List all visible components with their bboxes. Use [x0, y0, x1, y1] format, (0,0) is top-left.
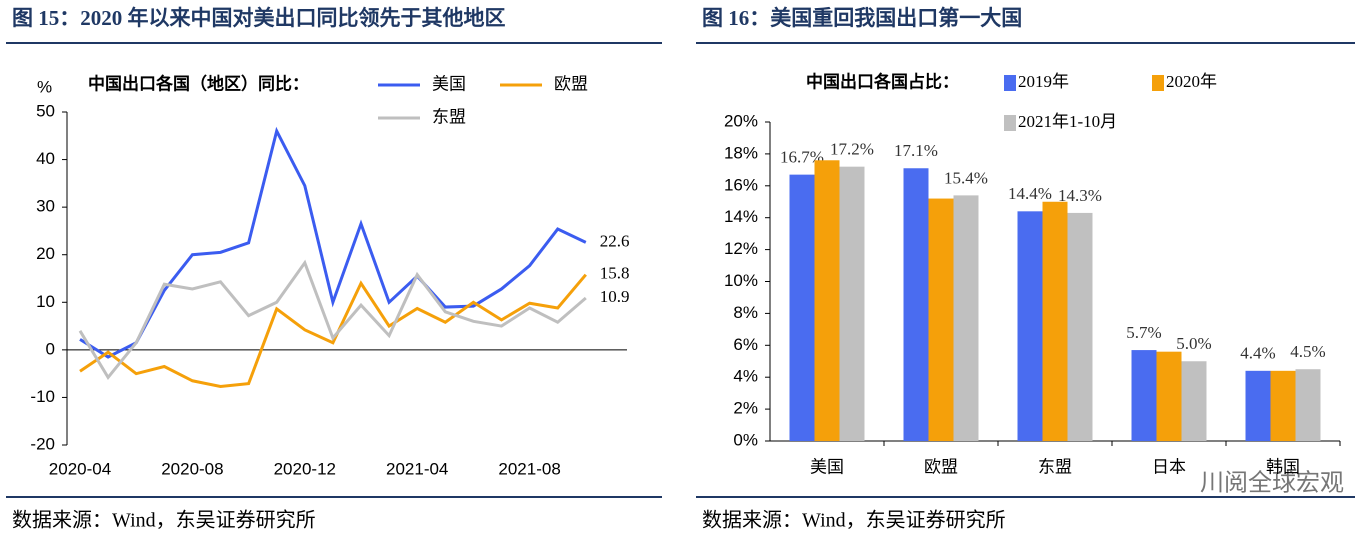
- y-tick-label: 40: [36, 149, 55, 168]
- y-tick-label: 2%: [733, 399, 758, 418]
- legend-label: 欧盟: [554, 74, 588, 93]
- bar: [1270, 370, 1296, 441]
- value-label: 4.5%: [1290, 342, 1325, 361]
- legend-swatch: [1004, 115, 1016, 131]
- legend-label: 2020年: [1166, 72, 1217, 91]
- y-tick-label: 20: [36, 244, 55, 263]
- bar: [814, 160, 840, 441]
- value-label: 17.1%: [894, 141, 938, 160]
- bar: [789, 174, 815, 441]
- end-label: 10.9: [600, 287, 630, 306]
- y-tick-label: 8%: [733, 303, 758, 322]
- end-label: 22.6: [600, 231, 630, 250]
- legend-label: 美国: [432, 74, 466, 93]
- x-tick-label: 2020-04: [49, 459, 111, 478]
- legend-swatch: [1152, 75, 1164, 91]
- bar: [1156, 351, 1182, 441]
- x-tick-label: 韩国: [1266, 457, 1300, 476]
- bar: [903, 168, 929, 441]
- x-tick-label: 东盟: [1038, 457, 1072, 476]
- bar: [1131, 350, 1157, 441]
- bar: [1295, 369, 1321, 441]
- bar: [1042, 201, 1068, 441]
- y-tick-label: 0: [46, 339, 55, 358]
- y-axis-label: %: [37, 77, 52, 96]
- value-label: 16.7%: [780, 148, 824, 167]
- x-tick-label: 2021-04: [386, 459, 448, 478]
- y-tick-label: 30: [36, 197, 55, 216]
- bar: [953, 195, 979, 441]
- bar: [1017, 211, 1043, 441]
- chart-title: 图 16：美国重回我国出口第一大国: [702, 6, 1022, 30]
- y-tick-label: -20: [30, 434, 55, 453]
- legend-label: 2021年1-10月: [1018, 112, 1117, 131]
- legend-title: 中国出口各国占比：: [806, 71, 959, 91]
- x-tick-label: 2021-08: [498, 459, 560, 478]
- y-tick-label: 12%: [724, 239, 758, 258]
- watermark: 川阅全球宏观: [1200, 469, 1344, 496]
- source: 数据来源：Wind，东吴证券研究所: [702, 509, 1006, 532]
- source: 数据来源：Wind，东吴证券研究所: [12, 509, 316, 532]
- x-tick-label: 2020-08: [161, 459, 223, 478]
- x-tick-label: 欧盟: [924, 457, 958, 476]
- y-tick-label: 10: [36, 292, 55, 311]
- value-label: 5.0%: [1176, 334, 1211, 353]
- value-label: 5.7%: [1126, 323, 1161, 342]
- value-label: 14.3%: [1058, 186, 1102, 205]
- y-tick-label: 4%: [733, 367, 758, 386]
- x-tick-label: 日本: [1152, 457, 1186, 476]
- bar: [1181, 361, 1207, 441]
- legend-label: 2019年: [1018, 72, 1069, 91]
- value-label: 14.4%: [1008, 184, 1052, 203]
- y-tick-label: 20%: [724, 111, 758, 130]
- series-line: [79, 126, 587, 359]
- y-tick-label: 18%: [724, 143, 758, 162]
- value-label: 17.2%: [830, 140, 874, 159]
- y-tick-label: 6%: [733, 335, 758, 354]
- bar: [1245, 370, 1271, 441]
- y-tick-label: 16%: [724, 175, 758, 194]
- bar: [928, 198, 954, 441]
- y-tick-label: 10%: [724, 271, 758, 290]
- value-label: 15.4%: [944, 168, 988, 187]
- chart-title: 图 15：2020 年以来中国对美出口同比领先于其他地区: [12, 6, 506, 30]
- series-line: [79, 273, 587, 389]
- y-tick-label: -10: [30, 387, 55, 406]
- y-tick-label: 50: [36, 101, 55, 120]
- value-label: 4.4%: [1240, 344, 1275, 363]
- legend-title: 中国出口各国（地区）同比：: [88, 73, 309, 93]
- bar: [1067, 212, 1093, 441]
- y-tick-label: 0%: [733, 430, 758, 449]
- legend-label: 东盟: [432, 107, 466, 126]
- x-tick-label: 美国: [810, 457, 844, 476]
- end-label: 15.8: [600, 264, 630, 283]
- bar: [839, 166, 865, 441]
- x-tick-label: 2020-12: [274, 459, 336, 478]
- legend-swatch: [1004, 75, 1016, 91]
- series-line: [78, 259, 587, 381]
- y-tick-label: 14%: [724, 207, 758, 226]
